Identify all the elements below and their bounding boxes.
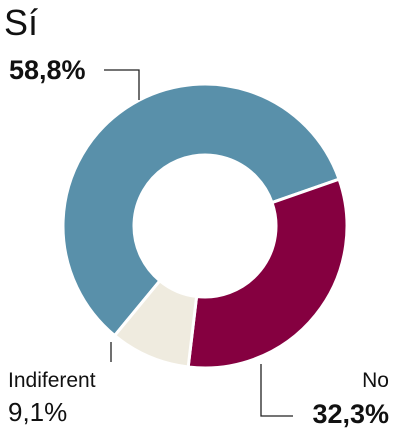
leader-line-si xyxy=(104,69,140,100)
slice-name-indiferent: Indiferent xyxy=(8,369,96,392)
slice-name-si: Sí xyxy=(4,2,38,43)
slice-name-no: No xyxy=(362,369,389,392)
slice-indiferent xyxy=(113,279,199,369)
slice-s- xyxy=(61,82,341,338)
leader-line-no xyxy=(260,364,293,417)
slice-label-si: 58,8% xyxy=(9,55,86,85)
donut-slices xyxy=(61,82,349,370)
slice-label-indiferent: 9,1% xyxy=(8,397,67,427)
slice-label-no: 32,3% xyxy=(312,399,389,429)
slice-no xyxy=(186,177,349,370)
